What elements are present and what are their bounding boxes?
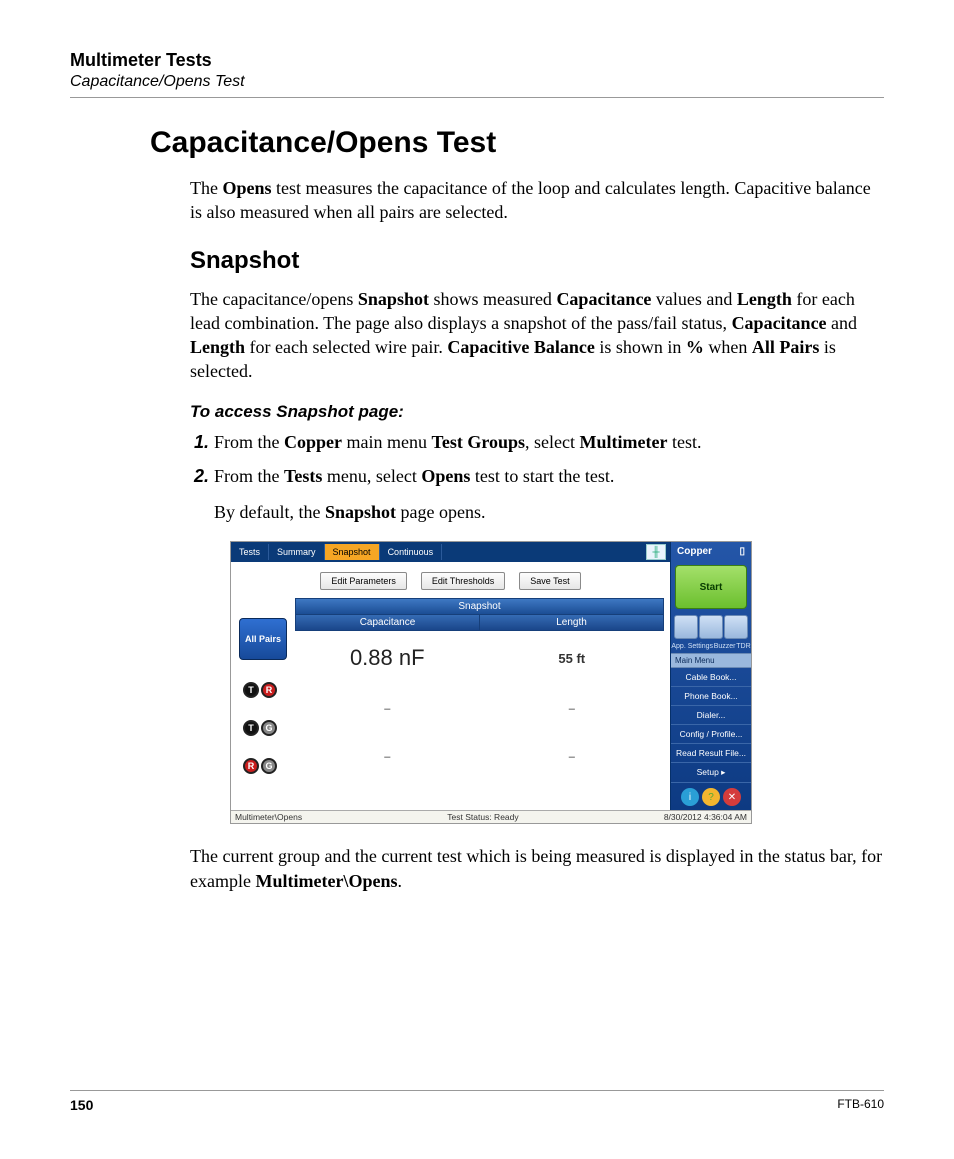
pair-tr[interactable]: T R: [237, 682, 283, 698]
step-2: From the Tests menu, select Opens test t…: [214, 464, 884, 488]
model-number: FTB-610: [837, 1097, 884, 1113]
tab-bar: Tests Summary Snapshot Continuous ╫: [231, 542, 670, 562]
menu-item-dialer[interactable]: Dialer...: [671, 706, 751, 725]
capacitance-value: –: [295, 751, 480, 763]
table-title: Snapshot: [295, 598, 664, 615]
device-screenshot: Tests Summary Snapshot Continuous ╫ Edit…: [230, 541, 752, 824]
default-line: By default, the Snapshot page opens.: [214, 502, 884, 523]
label-app-settings: App. Settings: [671, 643, 713, 650]
table-row: – –: [295, 733, 664, 781]
snapshot-heading: Snapshot: [190, 247, 884, 275]
capacitance-value: 0.88 nF: [295, 645, 480, 671]
closing-paragraph: The current group and the current test w…: [190, 844, 884, 893]
table-row: 0.88 nF 55 ft: [295, 631, 664, 685]
app-settings-icon[interactable]: [674, 615, 698, 639]
status-bar: Multimeter\Opens Test Status: Ready 8/30…: [231, 810, 751, 823]
pair-rg[interactable]: R G: [237, 758, 283, 774]
step-1: From the Copper main menu Test Groups, s…: [214, 430, 884, 454]
all-pairs-button[interactable]: All Pairs: [239, 618, 287, 660]
menu-item-phone-book[interactable]: Phone Book...: [671, 687, 751, 706]
label-tdr: TDR: [736, 643, 750, 650]
status-mid: Test Status: Ready: [447, 812, 518, 822]
length-value: 55 ft: [480, 651, 665, 666]
header-subtitle: Capacitance/Opens Test: [70, 73, 884, 91]
menu-header: Main Menu: [671, 653, 751, 668]
table-header: Capacitance Length: [295, 615, 664, 631]
menu-item-read-result[interactable]: Read Result File...: [671, 744, 751, 763]
page-footer: 150 FTB-610: [70, 1090, 884, 1113]
steps-list: From the Copper main menu Test Groups, s…: [190, 430, 884, 489]
instruction-heading: To access Snapshot page:: [190, 402, 884, 422]
length-value: –: [480, 703, 665, 715]
capacitor-icon: ╫: [646, 544, 666, 560]
start-button[interactable]: Start: [675, 565, 747, 609]
sidebar-toggle-icon[interactable]: ▯: [739, 546, 745, 557]
page-number: 150: [70, 1097, 93, 1113]
ring-icon: R: [243, 758, 259, 774]
save-test-button[interactable]: Save Test: [519, 572, 580, 590]
ground-icon: G: [261, 758, 277, 774]
menu-item-config-profile[interactable]: Config / Profile...: [671, 725, 751, 744]
status-left: Multimeter\Opens: [235, 812, 302, 822]
screenshot-main-pane: Tests Summary Snapshot Continuous ╫ Edit…: [231, 542, 670, 810]
col-capacitance: Capacitance: [296, 615, 480, 630]
length-value: –: [480, 751, 665, 763]
button-row: Edit Parameters Edit Thresholds Save Tes…: [231, 562, 670, 598]
main-heading: Capacitance/Opens Test: [150, 126, 884, 160]
pair-tg[interactable]: T G: [237, 720, 283, 736]
ground-icon: G: [261, 720, 277, 736]
help-icon[interactable]: ?: [702, 788, 720, 806]
pair-selector-column: All Pairs T R T G R G: [237, 598, 289, 802]
menu-item-setup[interactable]: Setup ▸: [671, 763, 751, 783]
label-buzzer: Buzzer: [714, 643, 736, 650]
tdr-icon[interactable]: [724, 615, 748, 639]
tab-continuous[interactable]: Continuous: [380, 544, 443, 560]
header-title: Multimeter Tests: [70, 50, 884, 71]
intro-paragraph: The Opens test measures the capacitance …: [190, 176, 884, 225]
page-header: Multimeter Tests Capacitance/Opens Test: [70, 50, 884, 98]
tip-icon: T: [243, 682, 259, 698]
close-icon[interactable]: ✕: [723, 788, 741, 806]
tip-icon: T: [243, 720, 259, 736]
info-icon[interactable]: i: [681, 788, 699, 806]
ring-icon: R: [261, 682, 277, 698]
screenshot-sidebar: Copper▯ Start App. Settings Buzzer TDR M…: [670, 542, 751, 810]
sidebar-title: Copper▯: [671, 542, 751, 561]
snapshot-paragraph: The capacitance/opens Snapshot shows mea…: [190, 287, 884, 384]
edit-parameters-button[interactable]: Edit Parameters: [320, 572, 407, 590]
status-right: 8/30/2012 4:36:04 AM: [664, 812, 747, 822]
col-length: Length: [480, 615, 663, 630]
page: Multimeter Tests Capacitance/Opens Test …: [0, 0, 954, 1159]
edit-thresholds-button[interactable]: Edit Thresholds: [421, 572, 505, 590]
table-row: – –: [295, 685, 664, 733]
menu-item-cable-book[interactable]: Cable Book...: [671, 668, 751, 687]
snapshot-table: Snapshot Capacitance Length 0.88 nF 55 f…: [295, 598, 664, 802]
tab-tests[interactable]: Tests: [231, 544, 269, 560]
tab-summary[interactable]: Summary: [269, 544, 325, 560]
buzzer-icon[interactable]: [699, 615, 723, 639]
tab-snapshot[interactable]: Snapshot: [325, 544, 380, 560]
capacitance-value: –: [295, 703, 480, 715]
